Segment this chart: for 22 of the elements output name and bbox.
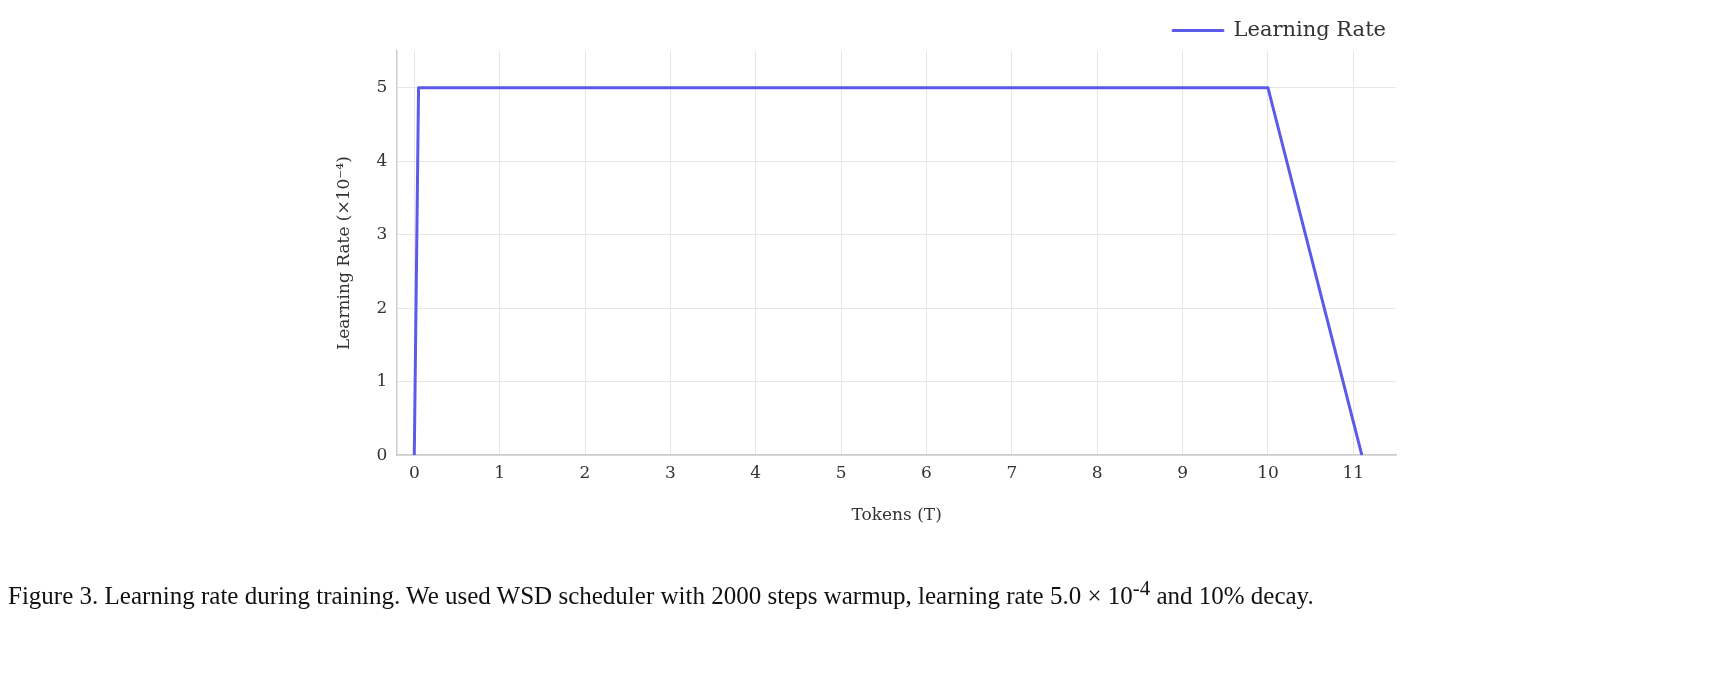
x-tick-label: 2 [579, 461, 591, 482]
y-tick-label: 0 [376, 443, 388, 464]
x-tick-label: 10 [1257, 461, 1279, 482]
y-tick-label: 1 [376, 370, 388, 391]
x-tick-label: 4 [750, 461, 762, 482]
x-tick-label: 5 [835, 461, 847, 482]
caption: Figure 3. Learning rate during training. We used WSD scheduler with 2000 steps warmup, learning rate 5.0 × 10$^{-4}$ and 10% decay. [8, 575, 1315, 612]
x-axis-title: Tokens (T) [851, 504, 942, 525]
x-tick-label: 9 [1177, 461, 1188, 482]
x-tick-label: 6 [921, 461, 932, 482]
y-tick-label: 4 [376, 149, 388, 170]
legend-label: Learning Rate [1233, 16, 1386, 41]
x-tick-label: 0 [408, 461, 420, 482]
y-tick-label: 5 [376, 76, 388, 97]
x-tick-label: 8 [1091, 461, 1103, 482]
x-tick-label: 11 [1342, 461, 1365, 482]
y-tick-label: 3 [376, 223, 388, 244]
y-tick-label: 2 [376, 296, 388, 317]
x-tick-label: 3 [664, 461, 676, 482]
y-axis-title: Learning Rate (×10⁻⁴) [332, 156, 353, 350]
x-tick-label: 1 [494, 461, 506, 482]
x-tick-label: 7 [1006, 461, 1018, 482]
